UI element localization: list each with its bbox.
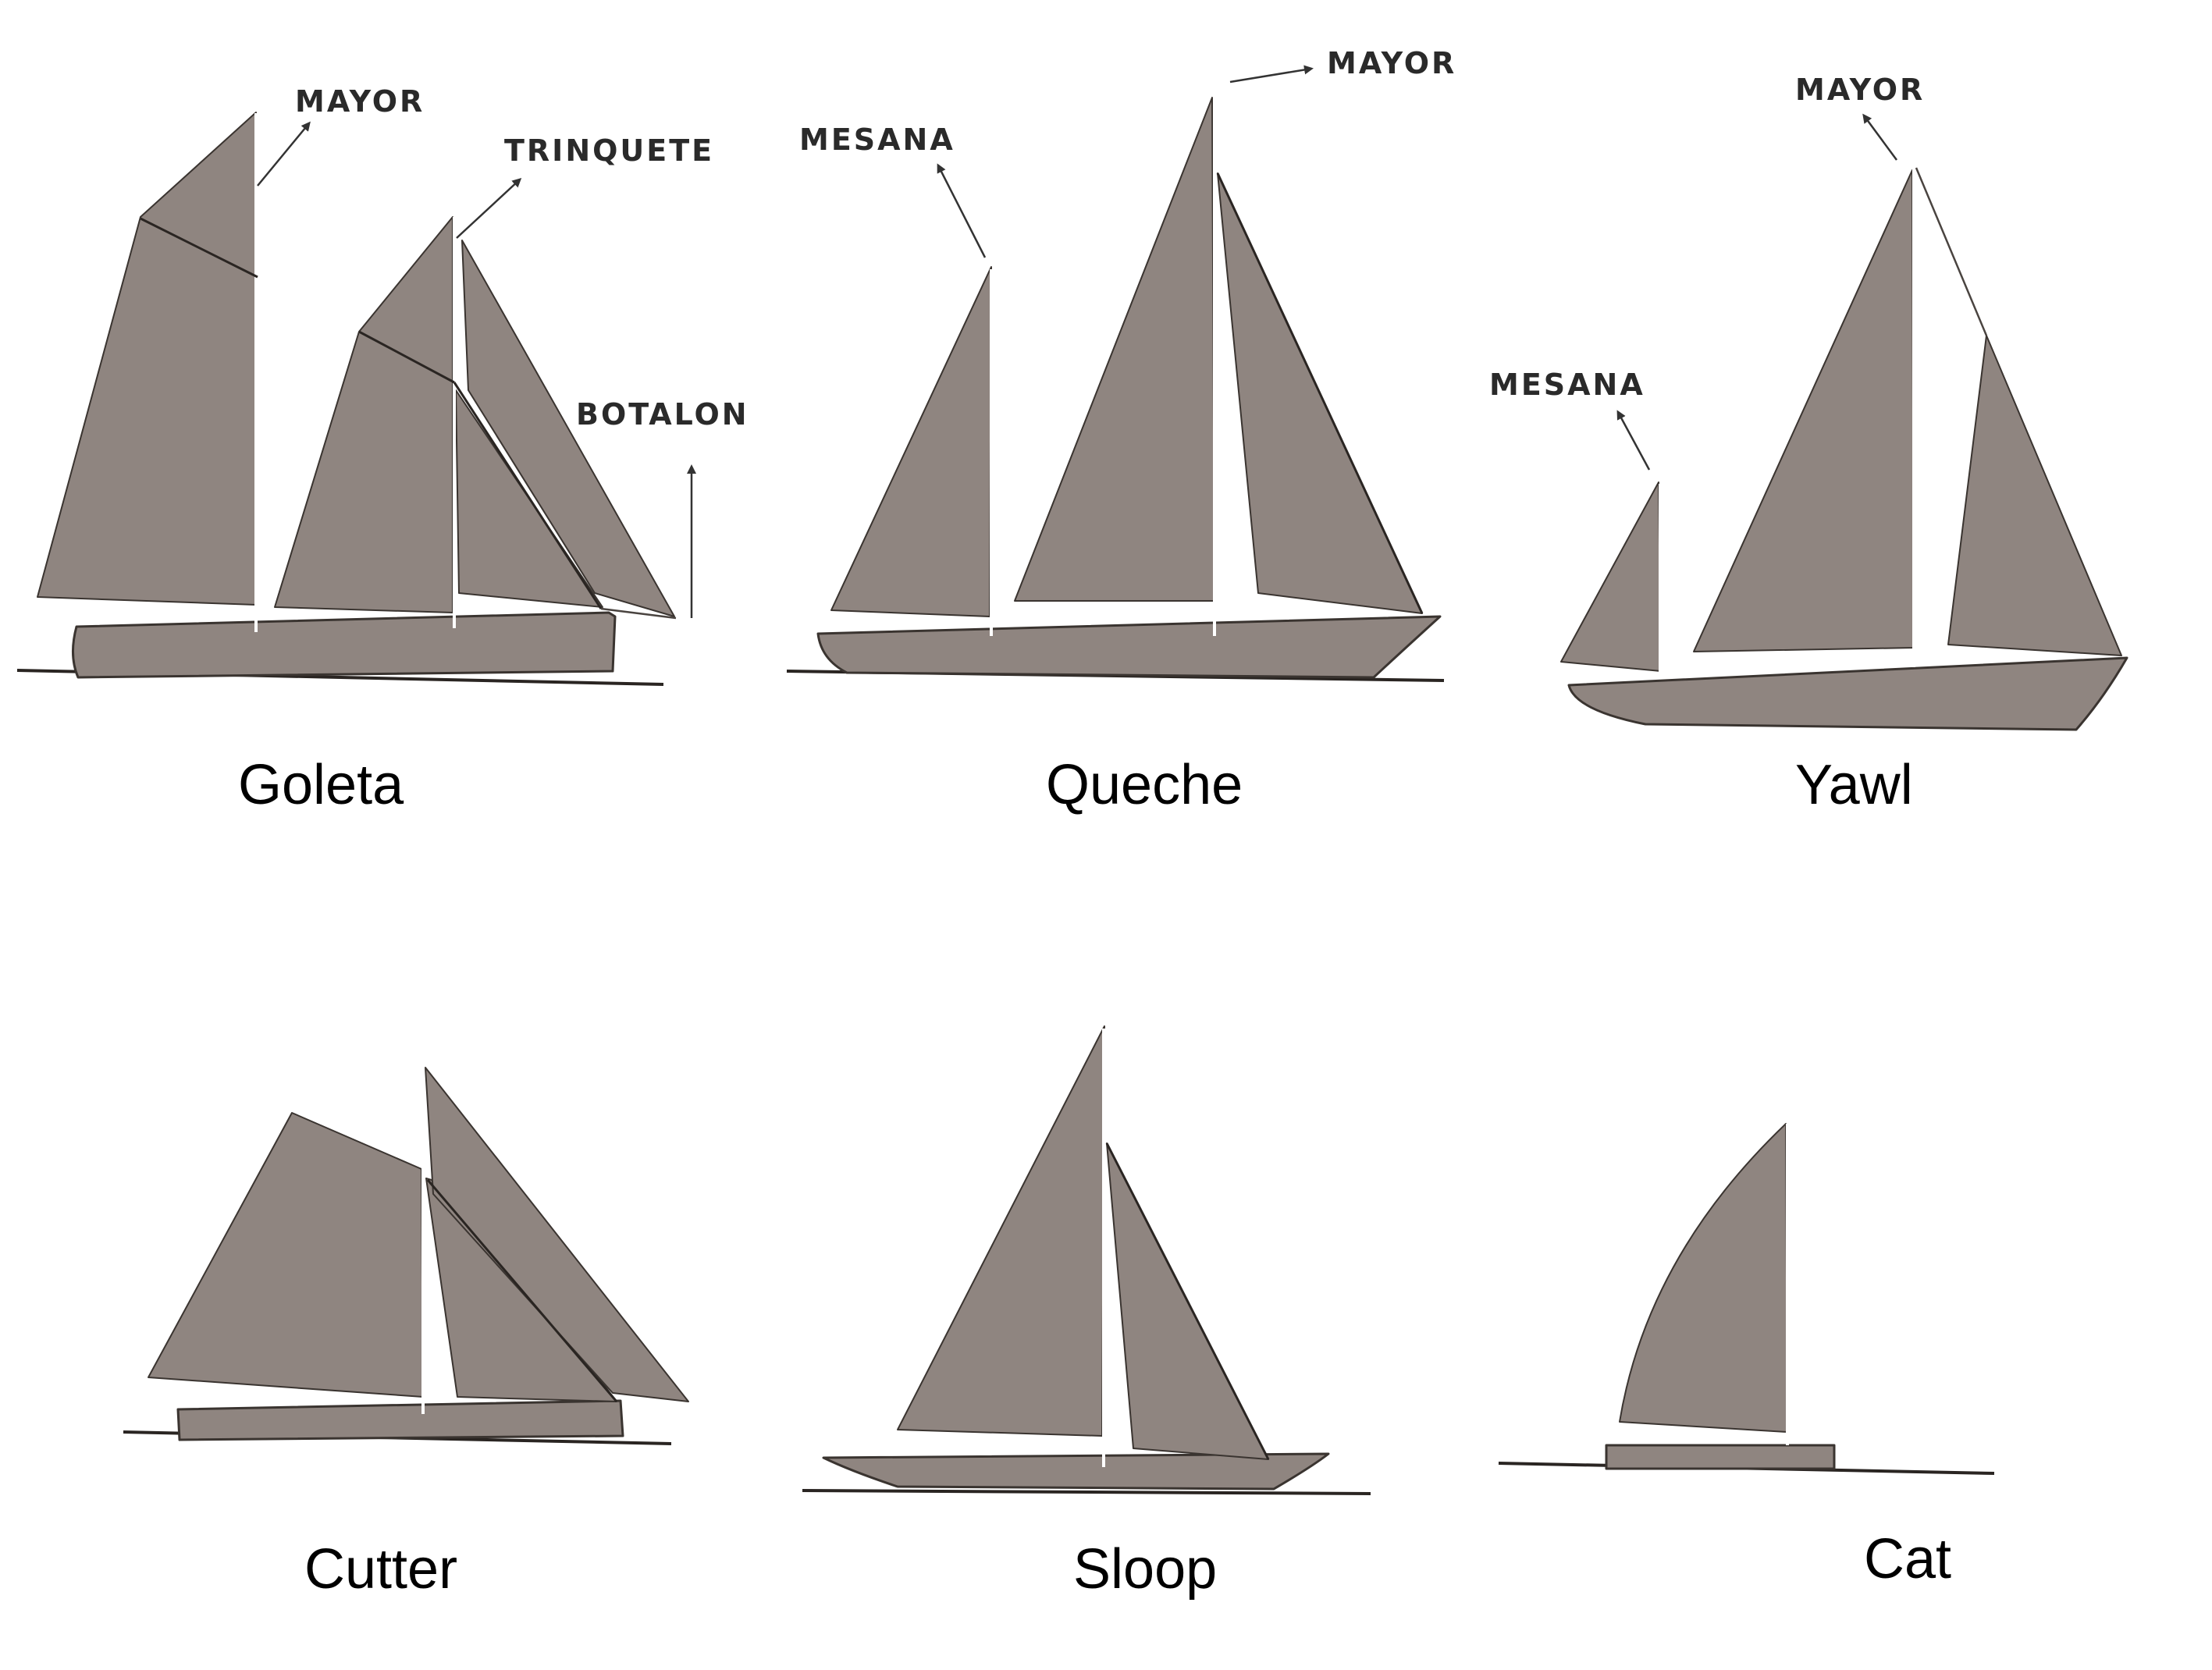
sloop-main-sail	[897, 1025, 1105, 1437]
boat-yawl: MAYOR MESANA Yawl	[1489, 73, 2128, 816]
cat-hull	[1605, 1444, 1836, 1470]
yawl-name: Yawl	[1795, 754, 1913, 816]
goleta-main-sail	[37, 112, 257, 606]
sloop-hull	[822, 1452, 1330, 1491]
cat-sail	[1619, 1123, 1788, 1433]
yawl-main-sail	[1693, 169, 1915, 652]
goleta-forestay	[453, 382, 603, 609]
goleta-fore-sail	[274, 216, 453, 613]
goleta-trinquete-arrow	[456, 177, 522, 239]
goleta-trinquete-label: TRINQUETE	[504, 133, 714, 168]
yawl-mesana-arrow	[1616, 410, 1651, 471]
boat-cutter: Cutter	[123, 1065, 689, 1601]
queche-mayor-arrow	[1229, 65, 1314, 84]
boat-sloop: Sloop	[802, 1025, 1371, 1601]
goleta-mayor-label: MAYOR	[295, 84, 425, 119]
queche-mizzen-sail	[830, 266, 992, 617]
cutter-name: Cutter	[304, 1538, 457, 1601]
sloop-waterline	[802, 1489, 1371, 1495]
yawl-hull	[1567, 656, 2128, 731]
queche-mesana-label: MESANA	[799, 123, 955, 157]
yawl-mayor-arrow	[1862, 113, 1898, 161]
cutter-main-sail	[148, 1112, 424, 1398]
queche-mayor-label: MAYOR	[1327, 46, 1456, 80]
goleta-mayor-arrow	[257, 121, 311, 187]
goleta-fore-gaff	[358, 330, 455, 384]
boat-queche: MESANA MAYOR Queche	[786, 46, 1456, 816]
goleta-hull	[71, 611, 617, 679]
yawl-mizzen-sail	[1560, 481, 1662, 672]
queche-main-sail	[1014, 97, 1215, 602]
sloop-forestay	[1105, 1142, 1270, 1460]
goleta-bowsprit	[600, 607, 677, 620]
cutter-forestay	[426, 1179, 618, 1402]
goleta-main-gaff	[140, 217, 258, 279]
sloop-name: Sloop	[1073, 1538, 1217, 1601]
queche-mesana-arrow	[937, 163, 987, 258]
goleta-name: Goleta	[238, 754, 404, 816]
cutter-jib	[425, 1067, 689, 1402]
queche-hull	[816, 615, 1442, 679]
boat-cat: Cat	[1498, 1123, 1995, 1590]
yawl-mesana-label: MESANA	[1489, 368, 1645, 402]
yawl-jib	[1947, 335, 2122, 656]
yawl-mayor-label: MAYOR	[1795, 73, 1925, 107]
boat-goleta: MAYOR TRINQUETE BOTALON Goleta	[16, 84, 749, 816]
goleta-jib	[461, 240, 675, 617]
cat-name: Cat	[1864, 1528, 1951, 1590]
yawl-forestay	[1915, 167, 1988, 336]
queche-forestay	[1216, 172, 1424, 614]
cutter-hull	[176, 1399, 624, 1441]
goleta-botalon-label: BOTALON	[576, 397, 749, 432]
queche-name: Queche	[1046, 754, 1243, 816]
